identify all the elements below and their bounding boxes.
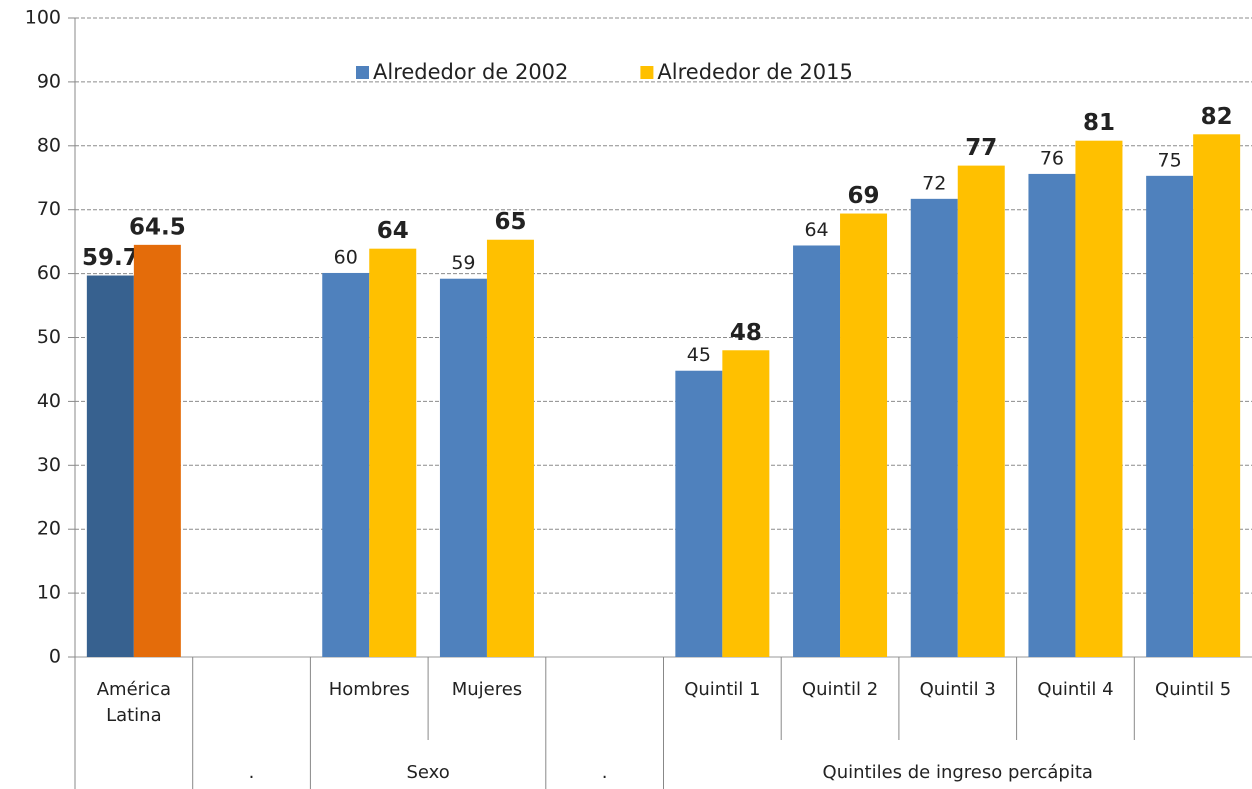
value-label: 69 xyxy=(848,183,880,209)
value-label: 76 xyxy=(1040,147,1064,169)
bar xyxy=(793,245,841,657)
bar xyxy=(957,165,1005,657)
bar xyxy=(439,278,487,657)
y-tick-label: 60 xyxy=(37,262,61,284)
bar xyxy=(1028,173,1076,657)
group-label: Quintiles de ingreso percápita xyxy=(822,762,1093,783)
bar xyxy=(486,239,534,657)
bar xyxy=(133,244,181,657)
value-label: 65 xyxy=(494,209,526,235)
legend-swatch xyxy=(640,66,654,79)
value-label: 64.5 xyxy=(129,214,186,240)
value-label: 72 xyxy=(922,172,946,194)
y-tick-label: 50 xyxy=(37,326,61,348)
y-tick-label: 90 xyxy=(37,70,61,92)
group-label: . xyxy=(601,762,608,783)
bar xyxy=(369,248,417,657)
x-tick-label: Quintil 2 xyxy=(801,679,879,700)
y-tick-label: 40 xyxy=(37,390,61,412)
value-label: 59.7 xyxy=(82,245,139,271)
legend-label: Alrededor de 2002 xyxy=(373,60,568,84)
value-label: 45 xyxy=(687,344,711,366)
bar xyxy=(910,198,958,657)
group-label: . xyxy=(248,762,255,783)
value-label: 75 xyxy=(1158,149,1182,171)
x-tick-label: Hombres xyxy=(328,679,410,700)
group-label: Sexo xyxy=(406,762,450,783)
x-tick-label: Quintil 3 xyxy=(919,679,996,700)
value-label: 48 xyxy=(730,320,762,346)
x-tick-label: América Latina xyxy=(96,679,171,726)
x-tick-label: Mujeres xyxy=(451,679,523,700)
bar xyxy=(840,213,888,657)
x-tick-label: Quintil 1 xyxy=(684,679,761,700)
value-label: 60 xyxy=(334,246,358,268)
y-tick-label: 30 xyxy=(37,454,61,476)
value-label: 77 xyxy=(965,135,997,161)
value-label: 64 xyxy=(804,219,828,241)
bar xyxy=(675,370,723,657)
legend-label: Alrededor de 2015 xyxy=(657,60,852,84)
value-label: 64 xyxy=(377,218,409,244)
bar xyxy=(1075,140,1123,658)
bar xyxy=(1193,134,1241,658)
bar xyxy=(86,275,134,657)
y-tick-label: 10 xyxy=(37,582,61,604)
legend-swatch xyxy=(356,66,369,79)
y-tick-label: 80 xyxy=(37,134,61,156)
x-tick-label: Quintil 4 xyxy=(1037,679,1114,700)
y-tick-label: 100 xyxy=(25,7,61,29)
bar xyxy=(722,350,770,657)
bar xyxy=(1146,175,1194,657)
y-tick-label: 0 xyxy=(49,646,61,668)
x-tick-label: Quintil 5 xyxy=(1155,679,1232,700)
y-tick-label: 20 xyxy=(37,518,61,540)
bar xyxy=(322,272,370,657)
value-label: 59 xyxy=(451,252,475,274)
value-label: 82 xyxy=(1201,104,1233,130)
value-label: 81 xyxy=(1083,110,1115,136)
y-tick-label: 70 xyxy=(37,198,61,220)
